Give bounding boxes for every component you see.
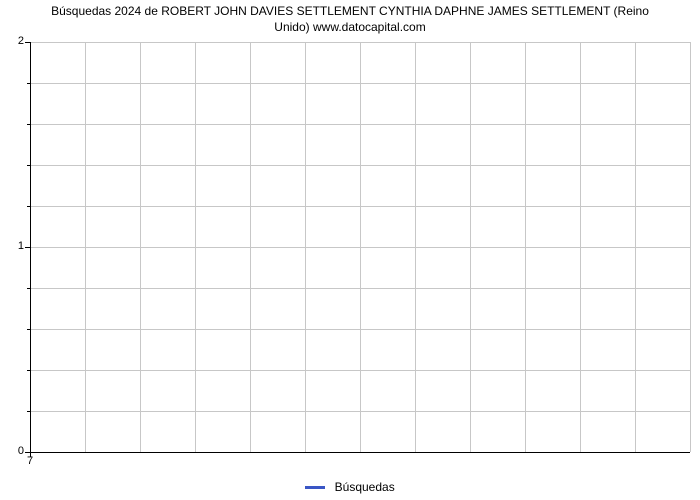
y-minor-tick xyxy=(27,329,30,330)
y-tick-label: 0 xyxy=(12,445,24,457)
chart-title-line1: Búsquedas 2024 de ROBERT JOHN DAVIES SET… xyxy=(51,4,649,18)
y-major-tick xyxy=(25,42,30,43)
y-minor-tick xyxy=(27,165,30,166)
grid-line-vertical xyxy=(525,42,526,452)
chart-container: Búsquedas 2024 de ROBERT JOHN DAVIES SET… xyxy=(0,0,700,500)
legend: Búsquedas xyxy=(0,479,700,494)
grid-line-vertical xyxy=(415,42,416,452)
x-major-tick xyxy=(30,452,31,457)
x-axis-line xyxy=(30,452,690,453)
grid-line-vertical xyxy=(580,42,581,452)
grid-line-vertical xyxy=(140,42,141,452)
y-minor-tick xyxy=(27,206,30,207)
y-tick-label: 1 xyxy=(12,240,24,252)
plot-area: 0127 xyxy=(30,42,690,452)
grid-line-vertical xyxy=(305,42,306,452)
y-minor-tick xyxy=(27,288,30,289)
grid-line-vertical xyxy=(470,42,471,452)
chart-title-line2: Unido) www.datocapital.com xyxy=(274,20,425,34)
y-tick-label: 2 xyxy=(12,35,24,47)
grid-line-vertical xyxy=(690,42,691,452)
y-minor-tick xyxy=(27,370,30,371)
y-minor-tick xyxy=(27,83,30,84)
grid-line-vertical xyxy=(250,42,251,452)
y-axis-line xyxy=(30,42,31,452)
legend-label: Búsquedas xyxy=(335,480,395,494)
grid-line-vertical xyxy=(635,42,636,452)
legend-swatch xyxy=(305,486,325,489)
y-minor-tick xyxy=(27,124,30,125)
grid-line-vertical xyxy=(360,42,361,452)
grid-line-vertical xyxy=(85,42,86,452)
y-minor-tick xyxy=(27,411,30,412)
y-major-tick xyxy=(25,247,30,248)
chart-title: Búsquedas 2024 de ROBERT JOHN DAVIES SET… xyxy=(0,0,700,37)
grid-line-vertical xyxy=(195,42,196,452)
